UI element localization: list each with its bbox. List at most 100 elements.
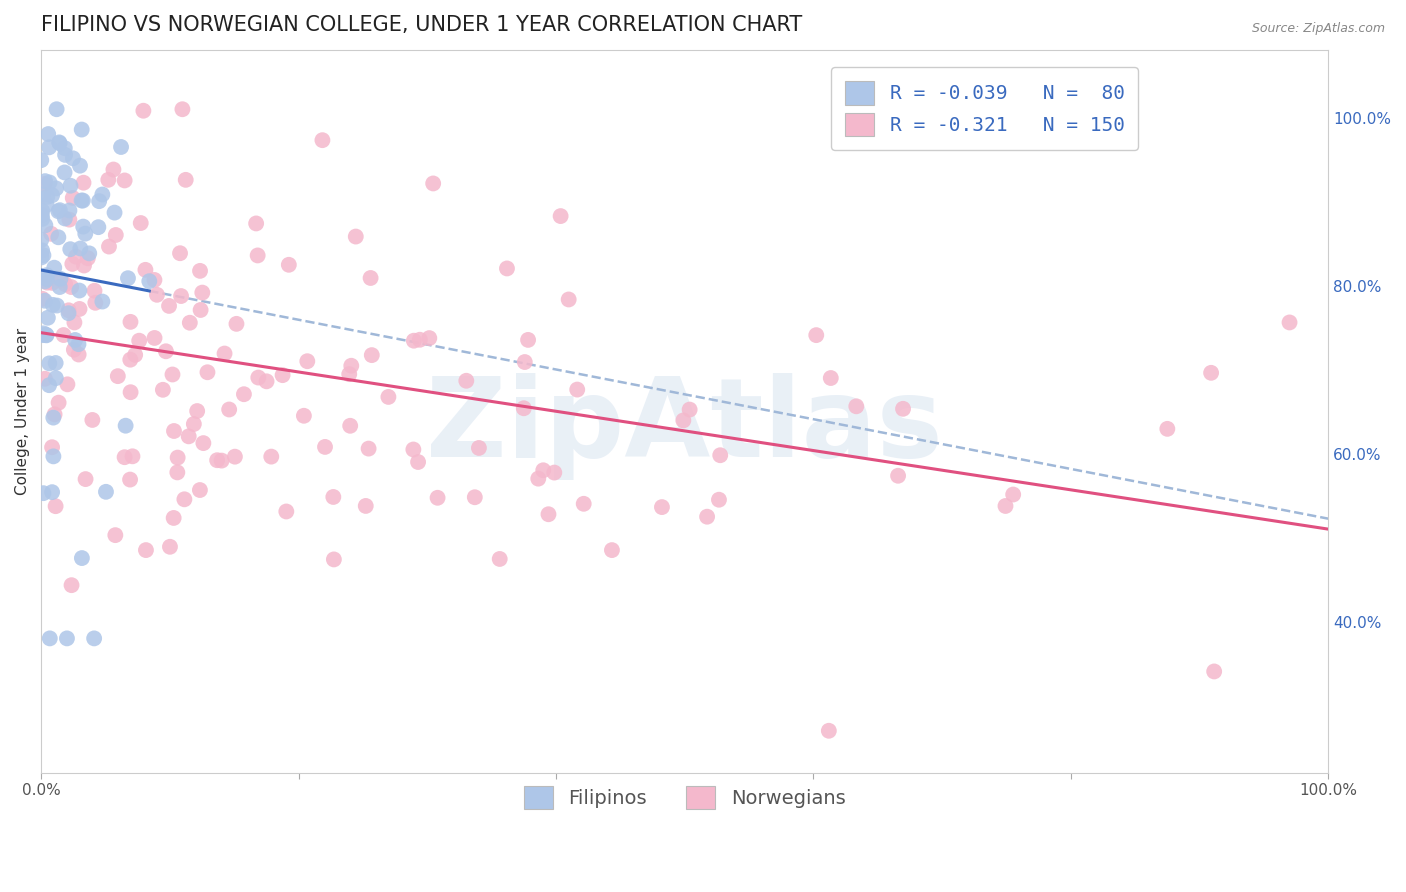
Point [70, 122, 93, 136]
Point [120, 315, 142, 329]
Point [377, 390, 399, 404]
Point [117, 271, 139, 285]
Point [32, 326, 55, 341]
Y-axis label: College, Under 1 year: College, Under 1 year [15, 328, 30, 495]
Point [60, 578, 83, 592]
Point [531, 463, 554, 477]
Point [46, 204, 69, 219]
Point [37, 310, 59, 325]
Point [67, 337, 90, 351]
Point [513, 355, 536, 369]
Point [107, 369, 129, 384]
Point [73, 259, 96, 273]
Point [245, 216, 267, 230]
Point [59, 242, 82, 256]
Point [34, 177, 56, 191]
Point [52, 328, 75, 343]
Point [159, 540, 181, 554]
Point [191, 285, 214, 300]
Point [322, 490, 344, 504]
Point [53, 148, 76, 162]
Point [550, 209, 572, 223]
Point [98, 239, 121, 253]
Point [48, 136, 70, 151]
Point [120, 352, 142, 367]
Point [517, 333, 540, 347]
Point [488, 552, 510, 566]
Point [60, 280, 83, 294]
Point [53, 277, 76, 292]
Point [134, 263, 156, 277]
Point [297, 354, 319, 368]
Point [179, 316, 201, 330]
Point [177, 429, 200, 443]
Point [188, 264, 211, 278]
Point [63, 316, 86, 330]
Point [360, 271, 382, 285]
Point [163, 511, 186, 525]
Point [567, 383, 589, 397]
Point [1002, 487, 1025, 501]
Point [69, 301, 91, 316]
Point [426, 491, 449, 505]
Point [152, 383, 174, 397]
Point [232, 387, 254, 401]
Point [409, 333, 432, 347]
Point [45, 181, 67, 195]
Point [89, 194, 111, 209]
Point [513, 401, 536, 416]
Point [56, 632, 79, 646]
Point [651, 500, 673, 514]
Point [56, 377, 79, 392]
Point [31, 211, 53, 226]
Point [53, 211, 76, 226]
Point [32, 486, 55, 500]
Point [76, 251, 98, 265]
Point [58, 306, 80, 320]
Text: ZipAtlas: ZipAtlas [426, 373, 943, 480]
Point [69, 159, 91, 173]
Point [34, 372, 56, 386]
Point [402, 334, 425, 348]
Point [271, 368, 294, 383]
Point [360, 348, 382, 362]
Point [41, 485, 63, 500]
Point [820, 371, 842, 385]
Point [45, 299, 67, 313]
Point [818, 723, 841, 738]
Point [75, 227, 97, 241]
Point [337, 367, 360, 381]
Point [162, 368, 184, 382]
Point [120, 385, 142, 400]
Point [129, 216, 152, 230]
Point [91, 187, 114, 202]
Point [75, 472, 97, 486]
Point [58, 203, 80, 218]
Point [38, 140, 60, 154]
Point [157, 299, 180, 313]
Point [48, 230, 70, 244]
Point [31, 244, 53, 258]
Point [87, 220, 110, 235]
Point [174, 173, 197, 187]
Point [31, 292, 53, 306]
Point [30, 233, 52, 247]
Point [34, 174, 56, 188]
Point [41, 440, 63, 454]
Point [35, 268, 58, 282]
Point [707, 492, 730, 507]
Point [806, 328, 828, 343]
Point [468, 441, 491, 455]
Point [464, 490, 486, 504]
Point [44, 260, 66, 275]
Point [887, 468, 910, 483]
Point [166, 450, 188, 465]
Point [41, 276, 63, 290]
Point [84, 295, 107, 310]
Point [62, 191, 84, 205]
Point [103, 205, 125, 219]
Point [188, 483, 211, 497]
Point [557, 293, 579, 307]
Point [32, 328, 55, 343]
Point [197, 365, 219, 379]
